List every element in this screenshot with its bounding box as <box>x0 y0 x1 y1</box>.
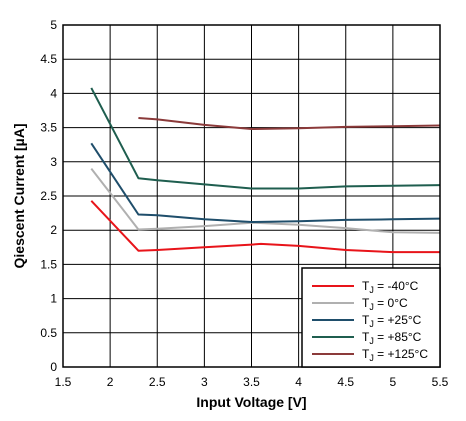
x-tick-label: 2.5 <box>149 375 166 389</box>
legend-label-sub: J <box>369 336 374 346</box>
legend-entry: TJ = +85°C <box>362 330 422 346</box>
legend-label-rest: = +25°C <box>374 313 422 327</box>
legend-label-sub: J <box>369 353 374 363</box>
legend-entry: TJ = -40°C <box>362 279 419 295</box>
y-tick-label: 1 <box>50 292 57 306</box>
legend-label-main: T <box>362 279 370 293</box>
x-tick-label: 1.5 <box>55 375 72 389</box>
legend-box <box>301 267 441 368</box>
legend-entry: TJ = +25°C <box>362 313 422 329</box>
y-tick-label: 4.5 <box>40 52 57 66</box>
x-tick-label: 5.5 <box>432 375 449 389</box>
x-tick-label: 4 <box>295 375 302 389</box>
plot-border <box>62 24 441 368</box>
x-tick-label: 2 <box>107 375 114 389</box>
legend-label-sub: J <box>369 319 374 329</box>
series-line-5 <box>138 117 441 130</box>
legend-entry: TJ = 0°C <box>362 296 408 312</box>
legend-label-rest: = 0°C <box>374 296 408 310</box>
y-tick-label: 0 <box>50 360 57 374</box>
legend: TJ = -40°CTJ = 0°CTJ = +25°CTJ = +85°CTJ… <box>301 267 441 368</box>
x-tick-label: 3.5 <box>243 375 260 389</box>
x-tick-labels: 1.5 2 2.5 3 3.5 4 4.5 5 5.5 <box>55 375 449 389</box>
legend-label-rest: = +85°C <box>374 330 422 344</box>
y-tick-label: 3 <box>50 155 57 169</box>
legend-label-rest: = +125°C <box>374 347 429 361</box>
y-tick-label: 4 <box>50 86 57 100</box>
legend-entry: TJ = +125°C <box>362 347 428 363</box>
legend-label-main: T <box>362 296 370 310</box>
y-tick-label: 2.5 <box>40 189 57 203</box>
y-tick-label: 2 <box>50 223 57 237</box>
legend-label-main: T <box>362 347 370 361</box>
legend-label-sub: J <box>369 302 374 312</box>
legend-label-sub: J <box>369 285 374 295</box>
x-axis-title: Input Voltage [V] <box>196 394 306 410</box>
x-tick-label: 5 <box>390 375 397 389</box>
y-tick-label: 1.5 <box>40 257 57 271</box>
y-tick-label: 3.5 <box>40 121 57 135</box>
legend-label-main: T <box>362 313 370 327</box>
legend-label-rest: = -40°C <box>374 279 419 293</box>
series-line-1 <box>90 200 440 254</box>
y-tick-label: 5 <box>50 18 57 32</box>
series-line-3 <box>90 142 441 223</box>
series-layer <box>90 87 441 254</box>
series-line-4 <box>90 87 441 190</box>
x-tick-label: 4.5 <box>337 375 354 389</box>
y-tick-labels: 0 0.5 1 1.5 2 2.5 3 3.5 4 4.5 5 <box>40 18 57 374</box>
legend-label-main: T <box>362 330 370 344</box>
y-axis-title: Qiescent Current [µA] <box>11 124 27 269</box>
y-tick-label: 0.5 <box>40 326 57 340</box>
x-tick-label: 3 <box>201 375 208 389</box>
